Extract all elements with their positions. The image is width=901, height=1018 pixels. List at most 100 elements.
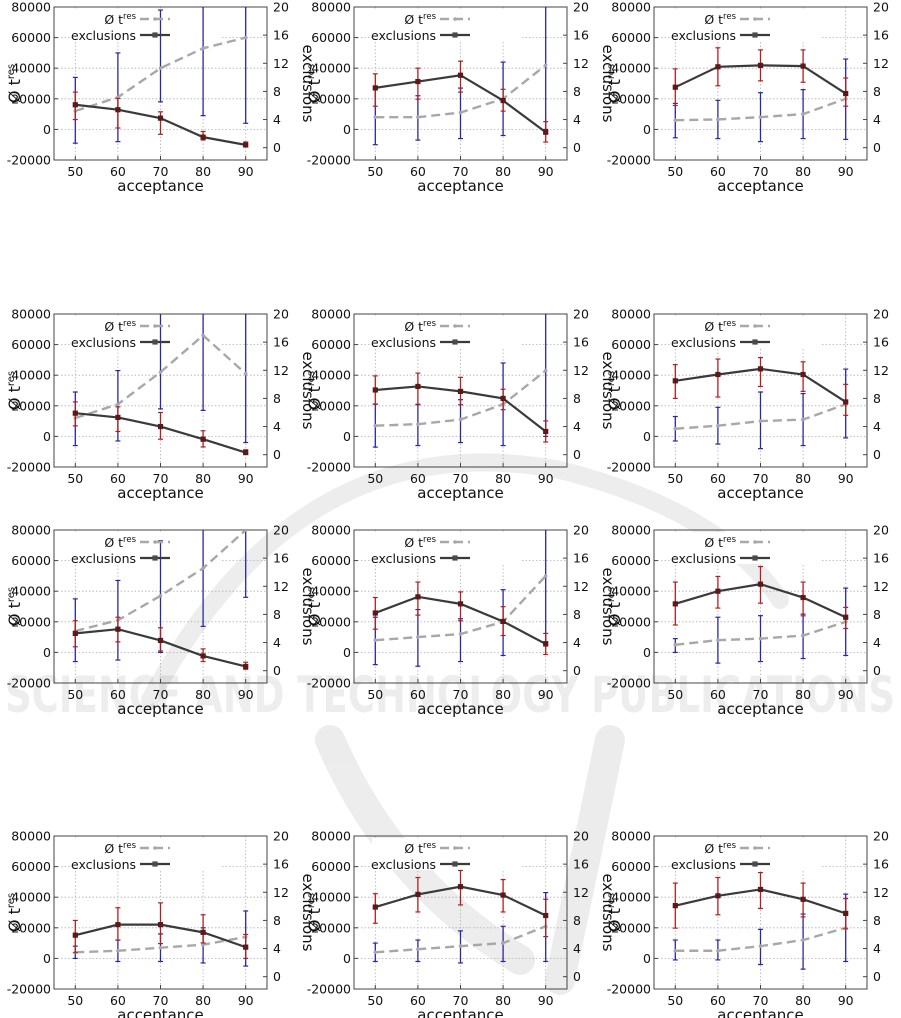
legend-label-exclusions: exclusions	[671, 551, 736, 566]
x-tick-label: 50	[67, 164, 83, 179]
y-tick-label: -20000	[307, 460, 351, 475]
x-tick-label: 60	[710, 993, 726, 1008]
legend-marker-exclusions	[752, 339, 758, 345]
y-tick-label: 20000	[11, 614, 51, 629]
y-tick-label: 40000	[311, 368, 351, 383]
y-axis-label: Ø tres	[605, 893, 624, 932]
legend-label-tres: Ø tres	[104, 535, 136, 550]
exclusions-point	[500, 618, 506, 625]
tres-point	[673, 426, 678, 431]
y-tick-label: 40000	[311, 890, 351, 905]
y2-tick-label: 8	[273, 391, 281, 406]
y-tick-label: 60000	[11, 553, 51, 568]
exclusions-point	[372, 85, 378, 91]
tres-point	[158, 370, 163, 374]
y2-axis-label: exclusions	[899, 352, 901, 430]
y2-tick-label: 4	[273, 941, 281, 956]
y-tick-label: 20000	[611, 920, 651, 935]
legend-label-tres-main: Ø t	[104, 319, 123, 334]
y2-tick-label: 8	[273, 913, 281, 928]
plot-area	[72, 314, 249, 456]
legend-marker-exclusions	[152, 555, 158, 561]
y-tick-label: 40000	[611, 890, 651, 905]
x-tick-label: 80	[795, 993, 811, 1008]
y-tick-label: 20000	[611, 91, 651, 106]
exclusions-point	[115, 626, 121, 632]
y2-axis-label: exclusions	[599, 352, 617, 430]
exclusions-point	[757, 581, 764, 587]
y-tick-label: 40000	[11, 890, 51, 905]
x-axis-label: acceptance	[117, 177, 204, 195]
chart-6: -20000 0 20000 40000 60000 80000 0 4 8 12 16 20 50 60…	[605, 307, 901, 503]
y2-tick-label: 16	[273, 28, 289, 43]
y2-axis-label: exclusions	[299, 874, 317, 952]
exclusions-point	[543, 641, 549, 647]
tres-point	[201, 333, 205, 338]
exclusions-point	[500, 97, 506, 104]
y2-tick-label: 0	[273, 140, 281, 155]
x-tick-label: 70	[153, 687, 169, 702]
legend-label-tres-sup: res	[123, 12, 137, 22]
y2-tick-label: 20	[273, 0, 289, 15]
legend-marker-exclusions	[752, 861, 758, 867]
tres-point	[458, 632, 463, 636]
y-axis-label-main: Ø t	[605, 602, 624, 626]
y-tick-label: -20000	[7, 982, 51, 997]
legend-label-exclusions: exclusions	[371, 335, 436, 350]
tres-point	[543, 368, 548, 373]
x-tick-label: 90	[538, 164, 554, 179]
x-tick-label: 80	[495, 471, 511, 486]
y-tick-label: 40000	[11, 368, 51, 383]
legend-marker-tres	[453, 540, 457, 544]
y-tick-label: 60000	[311, 337, 351, 352]
y-tick-label: -20000	[7, 153, 51, 168]
exclusions-point	[800, 896, 806, 902]
y-axis-label: Ø tres	[5, 371, 24, 410]
legend-label-tres-sup: res	[723, 841, 737, 851]
y-axis-label: Ø tres	[5, 587, 24, 626]
legend-label-tres-sup: res	[423, 12, 437, 22]
x-tick-label: 50	[367, 687, 383, 702]
tres-point	[458, 417, 463, 422]
legend-label-tres: Ø tres	[404, 319, 436, 334]
tres-point	[758, 636, 763, 641]
legend-label-tres-main: Ø t	[704, 841, 723, 856]
y-tick-label: 0	[643, 122, 651, 137]
tres-line	[74, 36, 246, 113]
legend-marker-exclusions	[452, 861, 458, 867]
y-axis-label-sup: res	[306, 893, 317, 908]
y-axis-label: Ø tres	[305, 64, 324, 103]
y2-tick-label: 8	[873, 391, 881, 406]
y-tick-label: 80000	[311, 829, 351, 844]
plot-area	[72, 530, 249, 670]
tres-point	[716, 948, 720, 953]
y-axis-label-main: Ø t	[605, 79, 624, 103]
y-axis-label: Ø tres	[605, 371, 624, 410]
x-tick-label: 80	[495, 164, 511, 179]
y2-axis-label: exclusions	[599, 45, 617, 123]
exclusions-point	[415, 383, 421, 390]
y2-tick-label: 0	[273, 447, 281, 462]
tres-point	[673, 642, 678, 647]
plot-area	[72, 7, 249, 148]
y2-tick-label: 4	[873, 635, 881, 650]
y-tick-label: 40000	[611, 61, 651, 76]
legend-label-tres-main: Ø t	[404, 12, 423, 27]
y2-tick-label: 0	[873, 140, 881, 155]
legend-label-tres-main: Ø t	[704, 319, 723, 334]
legend-label-tres: Ø tres	[704, 535, 736, 550]
x-tick-label: 60	[410, 471, 426, 486]
exclusions-point	[72, 410, 78, 416]
y2-tick-label: 20	[273, 523, 289, 538]
y-axis-label-main: Ø t	[5, 79, 24, 103]
y-axis-label: Ø tres	[605, 64, 624, 103]
y-tick-label: 0	[43, 429, 51, 444]
exclusions-point	[200, 929, 206, 935]
y2-tick-label: 4	[873, 112, 881, 127]
y-tick-label: -20000	[7, 460, 51, 475]
legend-marker-tres	[453, 846, 457, 850]
y2-tick-label: 20	[873, 0, 889, 15]
x-axis-label: acceptance	[117, 700, 204, 718]
